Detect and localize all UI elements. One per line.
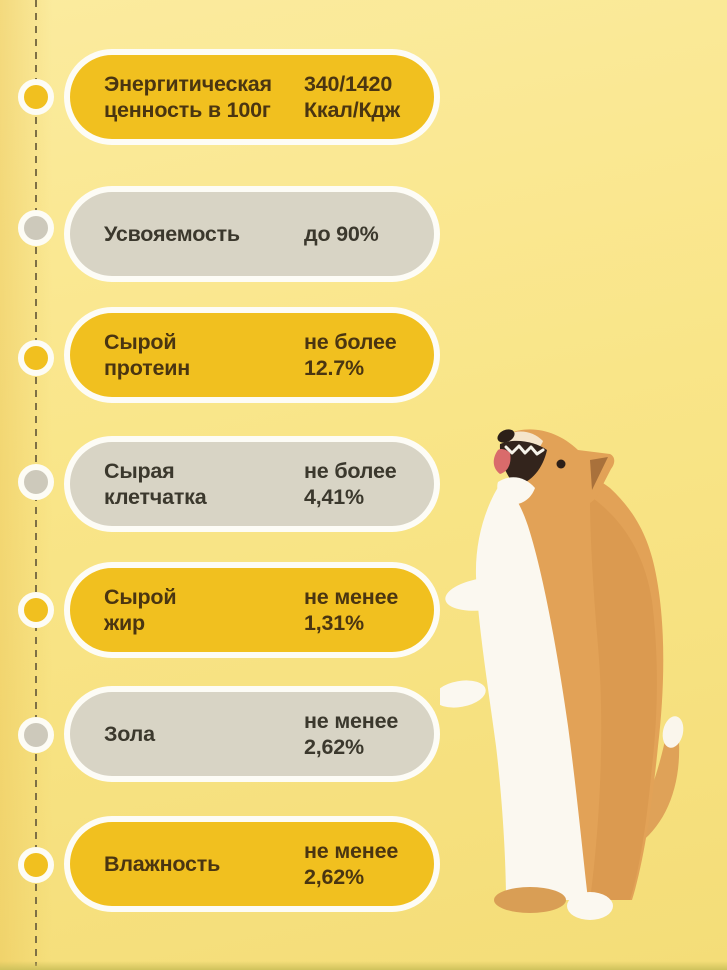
value-line: 4,41% bbox=[304, 485, 364, 509]
timeline-dot bbox=[18, 592, 54, 628]
dog-teeth bbox=[504, 444, 545, 456]
row-ash: Зола не менее 2,62% bbox=[64, 686, 440, 782]
timeline-dot bbox=[18, 717, 54, 753]
dog-hind-feet bbox=[494, 887, 613, 920]
bottom-edge-strip bbox=[0, 961, 727, 970]
row-value: не менее 2,62% bbox=[304, 708, 398, 760]
row-energy: Энергитическая ценность в 100г 340/1420 … bbox=[64, 49, 440, 145]
timeline-dot bbox=[18, 210, 54, 246]
value-line: не более bbox=[304, 459, 397, 483]
label-line: жир bbox=[104, 611, 145, 635]
value-line: Ккал/Кдж bbox=[304, 98, 400, 122]
row-value: до 90% bbox=[304, 221, 379, 247]
row-fat: Сырой жир не менее 1,31% bbox=[64, 562, 440, 658]
row-value: не менее 1,31% bbox=[304, 584, 398, 636]
timeline-dot bbox=[18, 847, 54, 883]
label-line: Сырой bbox=[104, 585, 177, 609]
row-value: не менее 2,62% bbox=[304, 838, 398, 890]
row-label: Усвояемость bbox=[104, 221, 304, 247]
dog-eye bbox=[556, 459, 566, 469]
value-line: не менее bbox=[304, 839, 399, 863]
dog-head bbox=[493, 429, 615, 517]
row-label: Сырой жир bbox=[104, 584, 304, 636]
value-line: 2,62% bbox=[304, 865, 364, 889]
value-line: 1,31% bbox=[304, 611, 364, 635]
corgi-dog-photo bbox=[440, 429, 684, 920]
timeline-dot bbox=[18, 79, 54, 115]
label-line: клетчатка bbox=[104, 485, 207, 509]
value-line: не менее bbox=[304, 585, 399, 609]
row-value: 340/1420 Ккал/Кдж bbox=[304, 71, 400, 123]
label-line: Энергитическая bbox=[104, 72, 272, 96]
timeline-dot bbox=[18, 340, 54, 376]
dog-front-paws bbox=[440, 577, 525, 708]
value-line: 12.7% bbox=[304, 356, 364, 380]
row-label: Сырая клетчатка bbox=[104, 458, 304, 510]
row-protein: Сырой протеин не более 12.7% bbox=[64, 307, 440, 403]
dog-tongue bbox=[493, 449, 511, 474]
row-label: Сырой протеин bbox=[104, 329, 304, 381]
value-line: до 90% bbox=[304, 222, 379, 246]
value-line: 340/1420 bbox=[304, 72, 393, 96]
row-label: Энергитическая ценность в 100г bbox=[104, 71, 304, 123]
row-moisture: Влажность не менее 2,62% bbox=[64, 816, 440, 912]
label-line: Зола bbox=[104, 722, 155, 746]
value-line: не менее bbox=[304, 709, 399, 733]
value-line: не более bbox=[304, 330, 397, 354]
timeline-dot bbox=[18, 464, 54, 500]
row-value: не более 4,41% bbox=[304, 458, 397, 510]
label-line: протеин bbox=[104, 356, 191, 380]
row-label: Влажность bbox=[104, 851, 304, 877]
label-line: Влажность bbox=[104, 852, 221, 876]
value-line: 2,62% bbox=[304, 735, 364, 759]
row-label: Зола bbox=[104, 721, 304, 747]
label-line: Усвояемость bbox=[104, 222, 240, 246]
dog-ear bbox=[590, 457, 608, 490]
dog-nose bbox=[497, 429, 515, 443]
row-fiber: Сырая клетчатка не более 4,41% bbox=[64, 436, 440, 532]
row-value: не более 12.7% bbox=[304, 329, 397, 381]
label-line: Сырая bbox=[104, 459, 175, 483]
label-line: ценность в 100г bbox=[104, 98, 271, 122]
row-digestibility: Усвояемость до 90% bbox=[64, 186, 440, 282]
label-line: Сырой bbox=[104, 330, 177, 354]
dog-body bbox=[475, 468, 664, 900]
